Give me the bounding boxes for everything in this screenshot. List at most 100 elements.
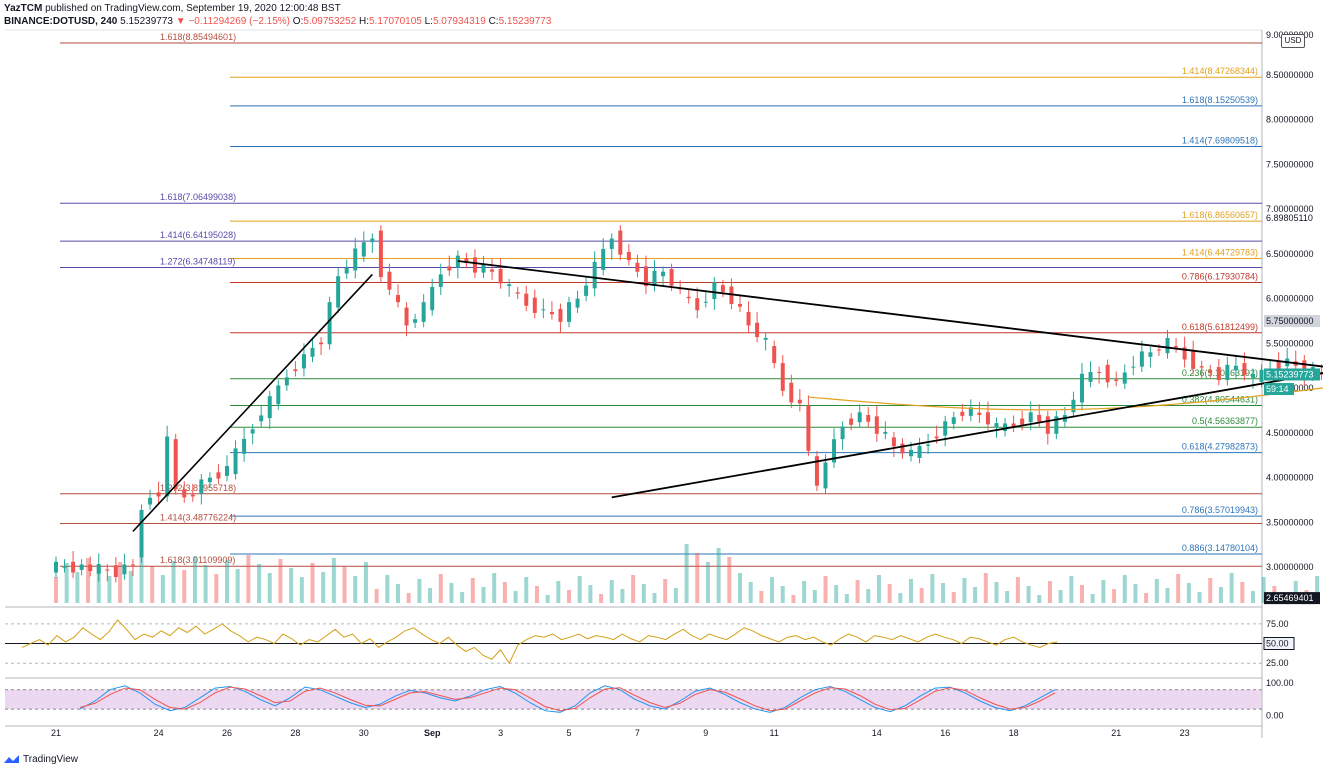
volume-bar [1315,576,1320,603]
price-axis-label-bg [1264,592,1320,605]
candle-body [233,448,238,475]
volume-bar [513,591,518,603]
volume-bar [641,584,646,603]
volume-bar [54,577,58,603]
candle-body [464,258,469,263]
volume-bar [182,570,187,603]
candle-body [122,564,127,575]
uptrend-line [132,273,373,532]
volume-bar [780,586,785,603]
price-tick-label: 7.50000000 [1266,159,1314,169]
price-change: ▼ −0.11294269 (−2.15%) [175,16,291,27]
tradingview-logo[interactable]: TradingView [4,754,78,765]
volume-bar [396,584,400,603]
candle-body [421,302,426,322]
volume-bar [930,574,935,603]
candle-body [438,274,443,287]
fib-level-label: 1.414(6.44729783) [1182,248,1258,258]
price-axis-label-bg [1264,314,1320,327]
candle-body [738,303,742,307]
volume-bar [470,578,475,603]
candle-body [498,269,503,284]
price-tick-label: 4.50000000 [1266,428,1314,438]
volume-bar [278,559,283,603]
volume-bar [556,581,561,603]
candle-body [130,564,135,566]
time-tick-label: 14 [872,728,882,738]
volume-bar [449,583,454,603]
candle-body [977,412,982,415]
candle-body [797,399,802,404]
price-axis-label: 59:14 [1266,384,1289,394]
volume-bar [588,585,593,603]
volume-bar [1026,586,1031,603]
candle-body [985,412,990,425]
candle-body [139,509,144,558]
rsi-tick-label: 50.00 [1266,639,1289,649]
symbol-label[interactable]: BINANCE:DOTUSD, 240 [4,16,118,27]
fib-level-label: 1.618(3.01109909) [160,555,235,565]
candle-body [310,347,315,357]
candle-body [62,567,67,569]
candle-body [96,564,101,574]
volume-bar [64,563,69,603]
price-tick-label: 8.00000000 [1266,115,1314,125]
candle-body [216,472,221,479]
volume-bar [609,580,614,603]
volume-bar [812,590,817,603]
volume-bar [374,589,379,603]
volume-bar [1218,587,1223,603]
fib-level-label: 0.786(6.17930784) [1182,272,1258,282]
volume-bar [139,557,144,603]
candle-body [1080,373,1084,403]
volume-bar [823,576,828,603]
candle-body [609,238,614,249]
fib-level-label: 0.5(4.56363877) [1192,416,1258,426]
candle-body [1208,370,1213,373]
volume-bar [353,576,358,603]
fib-level-label: 0.886(3.14780104) [1182,543,1258,553]
volume-bar [171,561,176,603]
candle-body [883,431,888,434]
volume-bar [941,583,946,603]
candle-body [1037,414,1042,422]
candle-body [327,302,332,345]
stoch-tick-label: 100.00 [1266,678,1294,688]
volume-bar [1005,591,1010,603]
time-tick-label: 16 [940,728,950,738]
fib-level-label: 1.618(8.85494601) [160,32,236,42]
fib-level-label: 0.786(3.57019943) [1182,505,1258,515]
candle-body [1259,369,1264,382]
volume-bar [898,593,903,603]
volume-bar [1090,594,1095,603]
volume-bar [876,575,881,603]
candle-body [669,269,674,286]
candle-body [430,286,435,311]
volume-bar [652,593,657,603]
candle-body [515,292,520,294]
candle-body [1182,347,1187,360]
volume-bar [192,556,197,603]
price-axis-label: 5.15239773 [1266,369,1314,379]
candle-body [199,479,204,494]
candle-body [225,466,229,476]
volume-bar [460,592,465,603]
currency-button[interactable]: USD [1281,34,1305,48]
candle-body [618,230,623,255]
volume-bar [1037,595,1042,603]
open-label: O: [292,16,304,27]
volume-bar [203,565,208,603]
low-label: L: [424,16,433,27]
volume-bar [417,579,422,603]
publisher-name[interactable]: YazTCM [4,3,43,14]
candle-body [746,312,751,326]
volume-bar [919,588,924,603]
candle-body [396,295,400,303]
volume-bar [481,587,486,603]
fib-level-label: 1.414(8.47268344) [1182,66,1258,76]
candle-body [1105,364,1110,383]
candle-body [1216,367,1221,381]
time-tick-label: 5 [566,728,571,738]
candle-body [165,436,170,497]
